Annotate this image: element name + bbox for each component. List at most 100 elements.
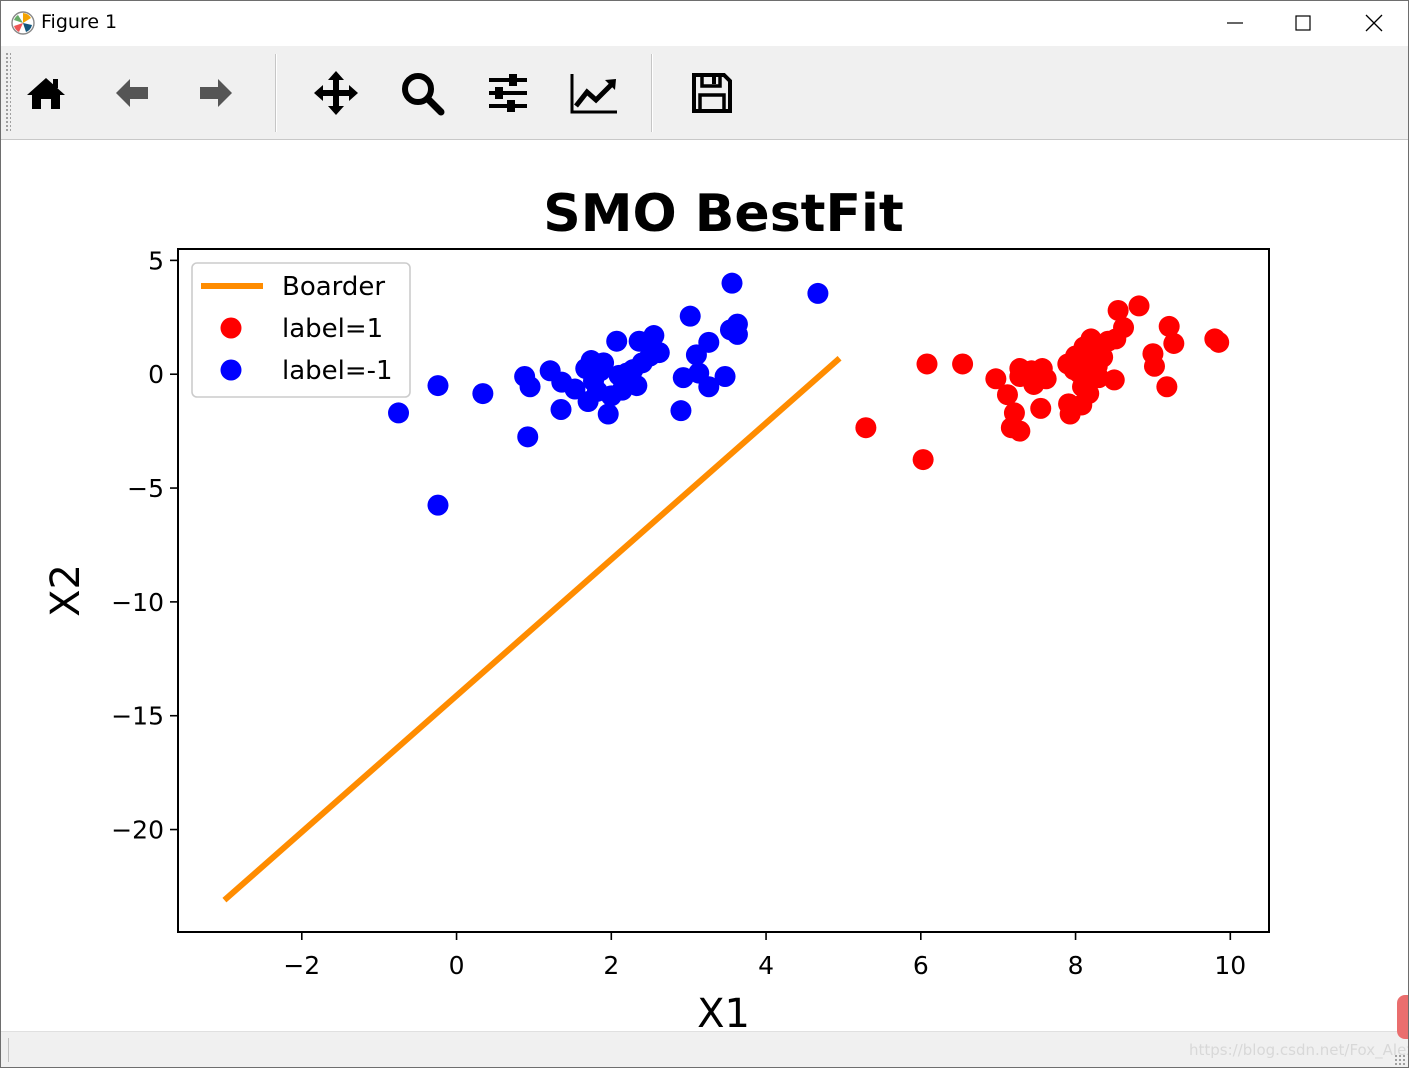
point-label-pos (1009, 420, 1031, 442)
resize-grip[interactable] (1394, 1054, 1406, 1066)
point-label-pos (916, 353, 938, 375)
forward-button[interactable] (191, 68, 241, 118)
point-label-neg (626, 375, 648, 397)
close-button[interactable] (1344, 1, 1404, 45)
point-label-neg (698, 331, 720, 353)
arrow-left-icon (116, 79, 148, 107)
legend-box (191, 262, 411, 398)
sliders-icon (489, 74, 527, 112)
arrow-right-icon (200, 79, 232, 107)
legend-label: label=-1 (282, 356, 393, 386)
point-label-neg (519, 376, 541, 398)
x-tick-label: −2 (283, 951, 320, 980)
x-tick-label: 4 (758, 951, 774, 980)
x-tick-label: 2 (603, 951, 619, 980)
title-bar: Figure 1 (1, 1, 1408, 45)
point-label-pos (1103, 369, 1125, 391)
point-label-neg (388, 402, 410, 424)
point-label-pos (1092, 346, 1114, 368)
pan-button[interactable] (311, 68, 361, 118)
point-label-neg (550, 399, 572, 421)
edit-axis-button[interactable] (569, 68, 619, 118)
back-button[interactable] (107, 68, 157, 118)
point-label-pos (1128, 295, 1150, 317)
point-label-pos (855, 417, 877, 439)
home-button[interactable] (21, 68, 71, 118)
status-separator (8, 1038, 9, 1062)
close-icon (1365, 14, 1383, 32)
maximize-button[interactable] (1273, 1, 1333, 45)
point-label-pos (996, 384, 1018, 406)
point-label-neg (597, 403, 619, 425)
point-label-neg (564, 378, 586, 400)
magnifier-icon (402, 73, 445, 116)
point-label-pos (1156, 376, 1178, 398)
figure-canvas[interactable]: SMO BestFit−2 0 2 4 6 8 1050−5−10−15−20X1X2Boa… (1, 1, 1408, 1031)
matplotlib-logo-icon (11, 11, 35, 35)
side-tab[interactable] (1397, 995, 1408, 1039)
point-label-neg (517, 426, 539, 448)
watermark: https://blog.csdn.net/Fox_Alex (1189, 1041, 1409, 1059)
point-label-neg (679, 305, 701, 327)
point-label-pos (1163, 332, 1185, 354)
maximize-icon (1295, 15, 1311, 31)
window-title: Figure 1 (41, 11, 118, 33)
toolbar-grip[interactable] (5, 52, 11, 132)
point-label-neg (427, 375, 449, 397)
plot-frame (177, 248, 1270, 933)
y-tick-label: 5 (148, 246, 164, 275)
x-tick-label: 8 (1068, 951, 1084, 980)
point-label-neg (648, 342, 670, 364)
minimize-button[interactable] (1205, 1, 1265, 45)
point-label-neg (593, 352, 615, 374)
navigation-toolbar (1, 46, 1408, 140)
legend-label: label=1 (282, 314, 383, 344)
point-label-pos (985, 368, 1007, 390)
status-bar (1, 1031, 1408, 1067)
zoom-button[interactable] (397, 68, 447, 118)
point-label-pos (1113, 317, 1135, 339)
y-tick-label: 0 (148, 360, 164, 389)
home-icon (27, 78, 65, 109)
point-label-pos (1208, 331, 1230, 353)
point-label-neg (427, 494, 449, 516)
point-label-pos (1078, 383, 1100, 405)
legend-label: Boarder (282, 272, 385, 302)
move-icon (314, 71, 358, 115)
point-label-pos (1088, 367, 1110, 389)
point-label-neg (670, 400, 692, 422)
point-label-pos (952, 353, 974, 375)
toolbar-separator (651, 54, 653, 132)
point-label-pos (1003, 402, 1025, 424)
line-chart-icon (570, 74, 617, 114)
legend-swatch-marker (220, 317, 242, 339)
configure-subplots-button[interactable] (483, 68, 533, 118)
floppy-disk-icon (692, 73, 732, 113)
y-axis-label: X2 (43, 564, 89, 617)
toolbar-separator (275, 54, 277, 132)
x-tick-label: 10 (1214, 951, 1246, 980)
y-tick-label: −5 (127, 474, 164, 503)
legend-swatch-marker (220, 359, 242, 381)
x-tick-label: 0 (449, 951, 465, 980)
chart-title: SMO BestFit (543, 184, 903, 244)
point-label-neg (606, 330, 628, 352)
minimize-icon (1227, 22, 1243, 24)
point-label-neg (807, 282, 829, 304)
point-label-neg (721, 272, 743, 294)
y-tick-label: −10 (111, 588, 164, 617)
save-button[interactable] (687, 68, 737, 118)
point-label-pos (912, 449, 934, 471)
x-tick-label: 6 (913, 951, 929, 980)
point-label-pos (1035, 368, 1057, 390)
point-label-pos (1030, 397, 1052, 419)
x-axis-label: X1 (697, 991, 750, 1031)
point-label-pos (1107, 299, 1129, 321)
point-label-neg (714, 365, 736, 387)
boarder-line (222, 356, 842, 903)
point-label-neg (472, 383, 494, 405)
point-label-neg (698, 376, 720, 398)
point-label-pos (1158, 315, 1180, 337)
point-label-pos (1143, 355, 1165, 377)
